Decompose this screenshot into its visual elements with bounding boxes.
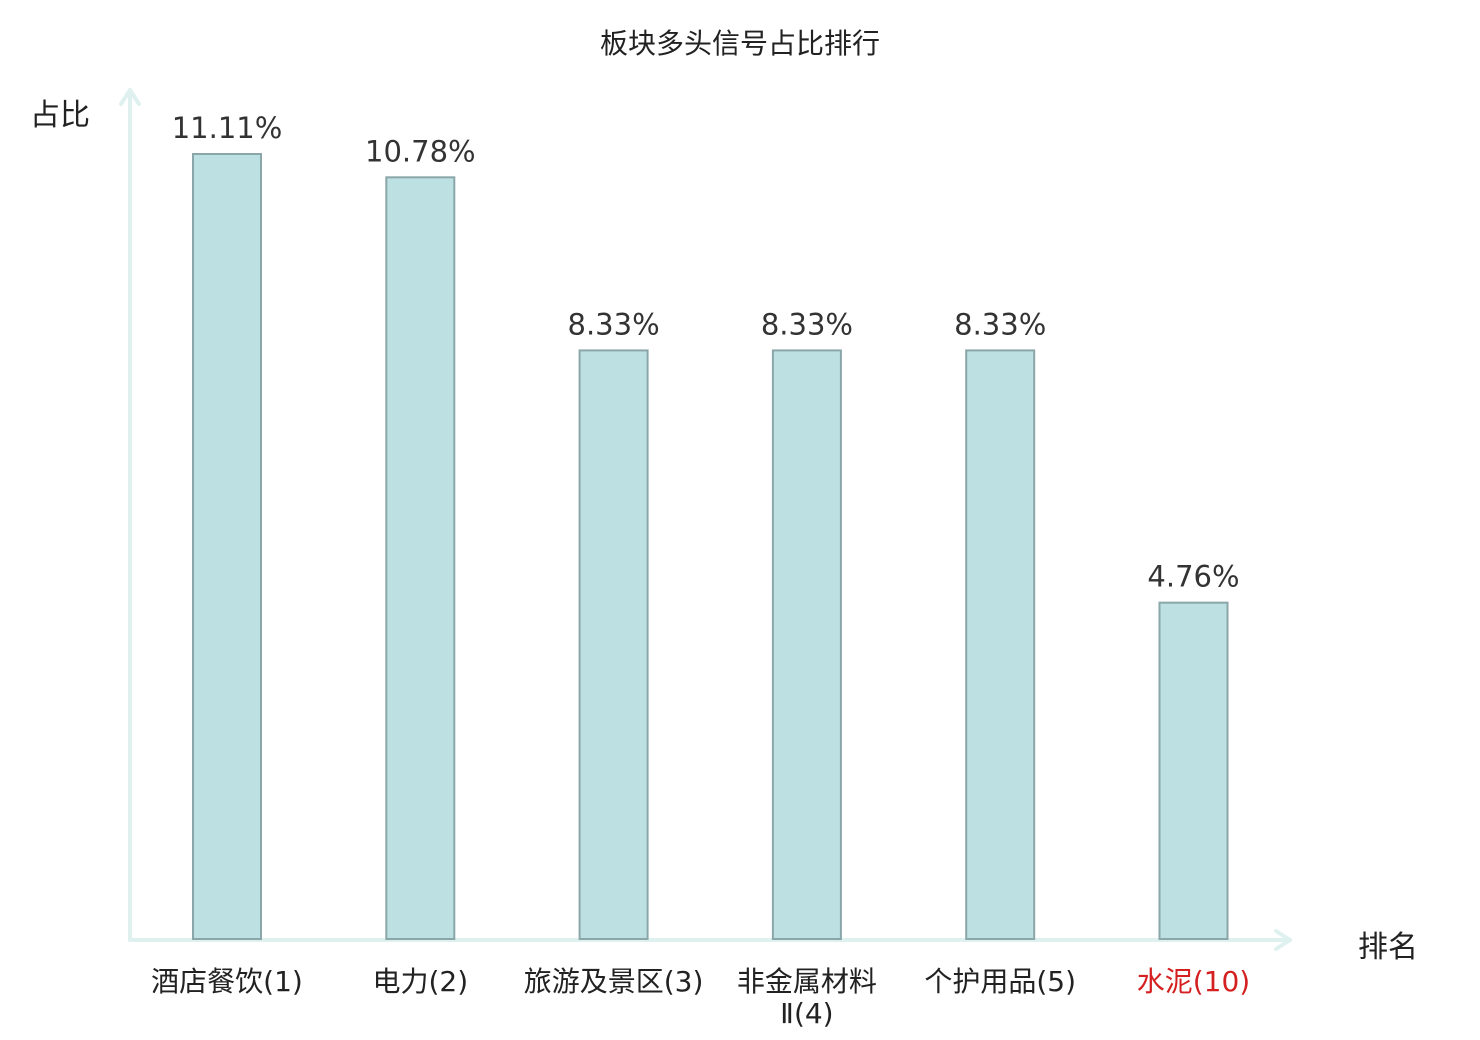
- chart-title: 板块多头信号占比排行: [599, 27, 880, 60]
- y-axis-label: 占比: [30, 98, 90, 133]
- data-label: 8.33%: [568, 307, 660, 341]
- bar: [1158, 601, 1229, 940]
- y-axis-arrow: [119, 88, 132, 106]
- bar: [578, 349, 649, 940]
- bar: [192, 153, 262, 940]
- axes: [119, 88, 1292, 951]
- data-labels: 11.11% 10.78% 8.33% 8.33% 8.33% 4.76%: [172, 111, 1240, 594]
- category-label: 水泥(10): [1136, 965, 1251, 998]
- category-label: 非金属材料Ⅱ(4): [736, 965, 877, 1030]
- bar: [965, 349, 1036, 940]
- data-label: 11.11%: [172, 111, 283, 145]
- bars: [192, 153, 1229, 940]
- category-label: 电力(2): [372, 965, 469, 998]
- data-label: 8.33%: [954, 307, 1046, 341]
- category-label: 个护用品(5): [924, 965, 1077, 998]
- bar: [385, 176, 456, 940]
- data-label: 10.78%: [365, 134, 476, 168]
- data-label: 4.76%: [1147, 560, 1239, 594]
- data-label: 8.33%: [761, 307, 853, 341]
- x-axis-arrow: [1274, 938, 1292, 951]
- x-axis-arrow: [1274, 929, 1292, 942]
- bar: [771, 349, 842, 940]
- y-axis-arrow: [128, 88, 141, 106]
- x-axis-label: 排名: [1358, 930, 1418, 965]
- category-label: 酒店餐饮(1): [151, 965, 303, 998]
- category-label: 旅游及景区(3): [523, 965, 704, 998]
